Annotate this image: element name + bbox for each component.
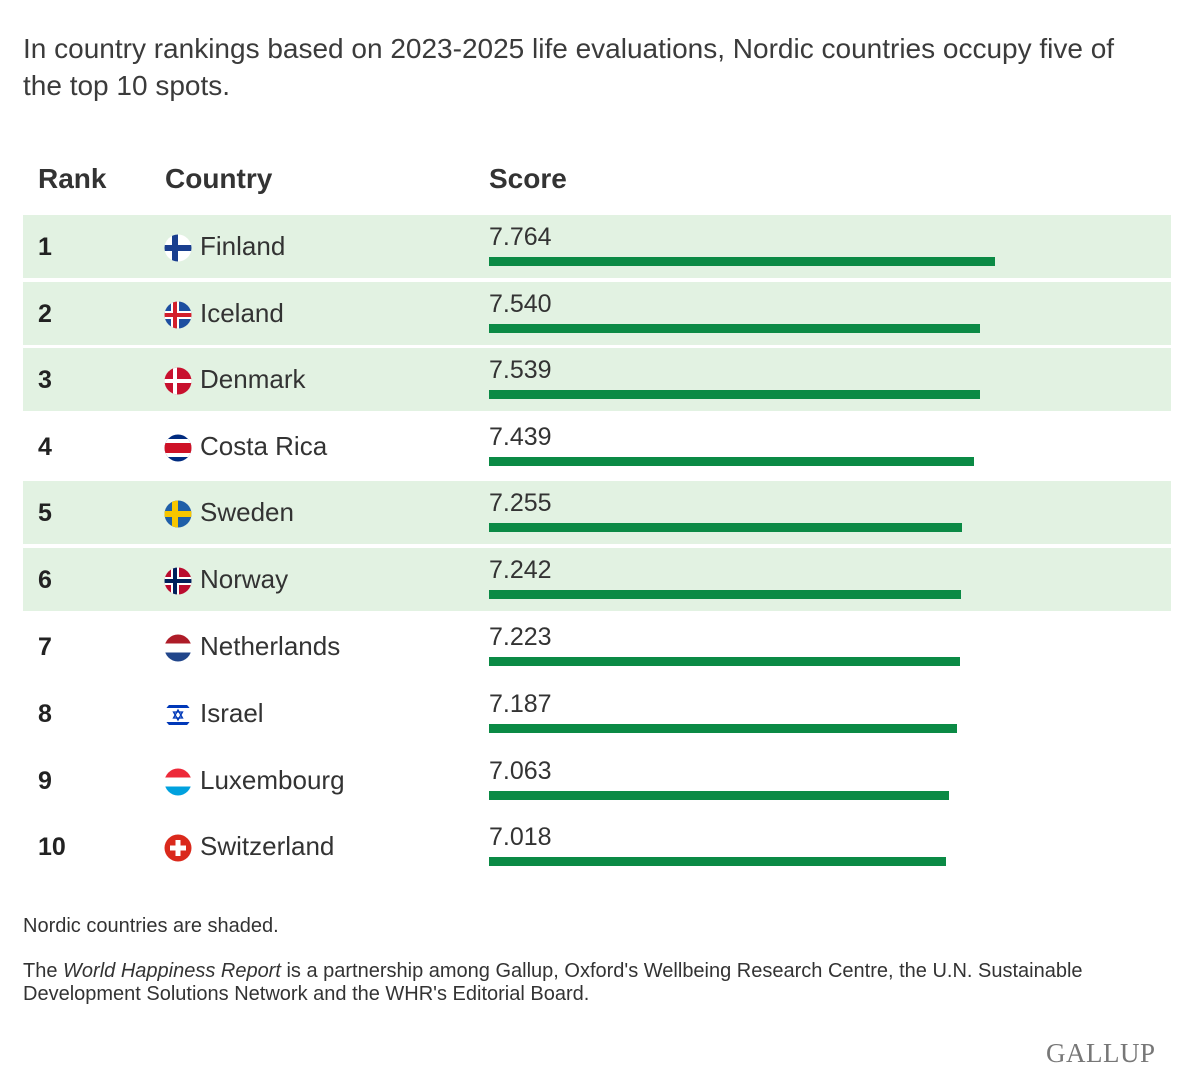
norway-flag-icon [164, 567, 192, 595]
country-label: Finland [200, 231, 286, 261]
shading-note: Nordic countries are shaded. [23, 915, 279, 937]
rank-label: 5 [38, 499, 52, 527]
denmark-flag-icon [164, 367, 192, 395]
finland-flag-icon [164, 234, 192, 262]
table-row: 4 Costa Rica 7.439 [23, 415, 1171, 478]
country-label: Sweden [200, 497, 294, 527]
score-bar [489, 791, 949, 800]
credit-suffix: is a partnership among Gallup, Oxford's … [23, 960, 1083, 1005]
score-label: 7.764 [489, 223, 552, 251]
score-bar [489, 523, 962, 532]
score-column-header: Score [489, 163, 567, 194]
netherlands-flag-icon [164, 634, 192, 662]
rank-label: 8 [38, 700, 52, 728]
table-row: 7 Netherlands 7.223 [23, 615, 1171, 678]
table-row: 9 Luxembourg 7.063 [23, 749, 1171, 812]
rank-label: 7 [38, 633, 52, 661]
country-column-header: Country [165, 163, 273, 194]
table-row: 8 Israel 7.187 [23, 682, 1171, 745]
credit-prefix: The [23, 960, 64, 982]
score-bar [489, 457, 974, 466]
source-credit: The World Happiness Report is a partners… [23, 960, 1163, 1006]
score-label: 7.539 [489, 356, 552, 384]
chart-title: In country rankings based on 2023-2025 l… [23, 33, 1115, 101]
table-row: 6 Norway 7.242 [23, 548, 1171, 611]
rank-label: 1 [38, 233, 52, 261]
score-label: 7.255 [489, 489, 552, 517]
country-label: Luxembourg [200, 765, 345, 795]
score-bar [489, 324, 980, 333]
country-label: Denmark [200, 364, 306, 394]
score-bar [489, 857, 946, 866]
rank-label: 6 [38, 566, 52, 594]
table-row: 10 Switzerland 7.018 [23, 815, 1171, 878]
score-label: 7.439 [489, 423, 552, 451]
rank-label: 3 [38, 366, 52, 394]
score-label: 7.242 [489, 556, 552, 584]
score-bar [489, 590, 961, 599]
table-row: 3 Denmark 7.539 [23, 348, 1171, 411]
score-label: 7.063 [489, 757, 552, 785]
score-bar [489, 390, 980, 399]
rank-column-header: Rank [38, 163, 107, 194]
rank-label: 10 [38, 833, 66, 861]
rank-label: 9 [38, 767, 52, 795]
table-row: 2 Iceland 7.540 [23, 282, 1171, 345]
israel-flag-icon [164, 701, 192, 729]
sweden-flag-icon [164, 500, 192, 528]
country-label: Iceland [200, 298, 284, 328]
score-label: 7.223 [489, 623, 552, 651]
score-label: 7.540 [489, 290, 552, 318]
table-row: 5 Sweden 7.255 [23, 481, 1171, 544]
country-label: Netherlands [200, 631, 341, 661]
country-label: Israel [200, 698, 264, 728]
score-bar [489, 724, 957, 733]
score-bar [489, 257, 995, 266]
country-label: Norway [200, 564, 289, 594]
score-bar [489, 657, 960, 666]
country-label: Switzerland [200, 831, 335, 861]
luxembourg-flag-icon [164, 768, 192, 796]
report-name: World Happiness Report [63, 960, 281, 982]
score-label: 7.018 [489, 823, 552, 851]
rank-label: 2 [38, 300, 52, 328]
switzerland-flag-icon [164, 834, 192, 862]
country-label: Costa Rica [200, 431, 328, 461]
gallup-logo: GALLUP [1046, 1038, 1156, 1068]
table-row: 1 Finland 7.764 [23, 215, 1171, 278]
score-label: 7.187 [489, 690, 552, 718]
costa-rica-flag-icon [164, 434, 192, 462]
iceland-flag-icon [164, 301, 192, 329]
rank-label: 4 [38, 433, 52, 461]
